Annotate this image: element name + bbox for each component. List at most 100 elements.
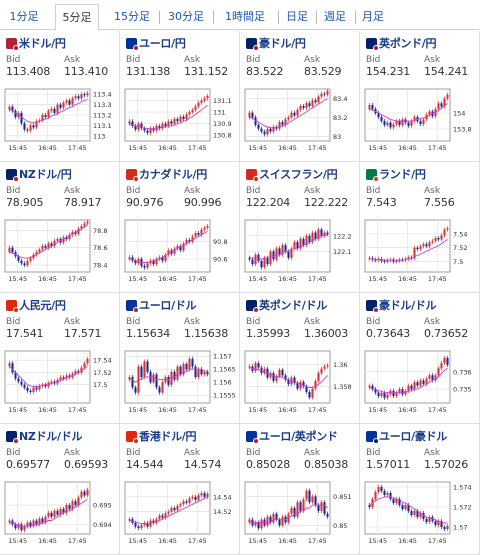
candle-body <box>266 516 269 526</box>
candle-body <box>386 122 389 125</box>
pair-name[interactable]: ユーロ/豪ドル <box>379 430 447 443</box>
pair-name[interactable]: ユーロ/英ポンド <box>259 430 338 443</box>
currency-pair-card[interactable]: 香港ドル/円 Bid Ask 14.544 14.574 14.54 14.52 15:45 1… <box>120 424 240 555</box>
pair-name[interactable]: スイスフラン/円 <box>259 168 338 181</box>
tab-monthly[interactable]: 月足 <box>362 10 384 23</box>
candle-body <box>200 229 203 235</box>
currency-pair-card[interactable]: 人民元/円 Bid Ask 17.541 17.571 17.54 17.52 17.5 15:… <box>0 293 120 424</box>
pair-name[interactable]: 人民元/円 <box>19 299 66 312</box>
currency-pair-card[interactable]: 英ポンド/ドル Bid Ask 1.35993 1.36003 1.36 1.358 15:4… <box>240 293 360 424</box>
currency-pair-card[interactable]: ユーロ/円 Bid Ask 131.138 131.152 131.1 131 130.9 13… <box>120 31 240 162</box>
candle-body <box>56 104 59 113</box>
candle-body <box>296 502 299 517</box>
candle-body <box>296 109 299 116</box>
pair-name[interactable]: 英ポンド/円 <box>379 37 437 50</box>
x-tick-label: 15:45 <box>8 537 27 545</box>
candle-body <box>77 497 80 506</box>
candle-body <box>440 363 443 369</box>
candle-body <box>251 259 254 265</box>
tab-15min[interactable]: 15分足 <box>114 10 150 23</box>
pair-name[interactable]: ユーロ/円 <box>139 37 186 50</box>
candle-body <box>299 238 302 249</box>
y-tick-label: 130.9 <box>213 120 232 128</box>
pair-name[interactable]: NZドル/円 <box>19 168 72 181</box>
pair-title[interactable]: カナダドル/円 <box>126 167 207 182</box>
tab-weekly[interactable]: 週足 <box>324 10 346 23</box>
currency-pair-card[interactable]: ユーロ/英ポンド Bid Ask 0.85028 0.85038 0.851 0.85 15:… <box>240 424 360 555</box>
pair-name[interactable]: カナダドル/円 <box>139 168 207 181</box>
pair-name[interactable]: NZドル/ドル <box>19 430 83 443</box>
pair-title[interactable]: ユーロ/円 <box>126 36 186 51</box>
tab-30min[interactable]: 30分足 <box>168 10 204 23</box>
candle-body <box>425 244 428 247</box>
candle-body <box>80 491 83 498</box>
pair-name[interactable]: 香港ドル/円 <box>139 430 197 443</box>
pair-name[interactable]: 米ドル/円 <box>19 37 66 50</box>
flag-badge-icon <box>253 437 259 444</box>
pair-title[interactable]: ランド/円 <box>366 167 426 182</box>
tab-1min[interactable]: 1分足 <box>9 10 39 23</box>
pair-title[interactable]: 米ドル/円 <box>6 36 66 51</box>
tab-separator <box>278 11 279 24</box>
candle-body <box>155 259 158 265</box>
pair-title[interactable]: ユーロ/豪ドル <box>366 429 447 444</box>
x-tick-label: 15:45 <box>368 406 387 414</box>
pair-title[interactable]: 英ポンド/ドル <box>246 298 327 313</box>
currency-pair-card[interactable]: ユーロ/豪ドル Bid Ask 1.57011 1.57026 1.574 1.572 1.5… <box>360 424 480 555</box>
pair-title[interactable]: NZドル/ドル <box>6 429 83 444</box>
y-tick-label: 1.156 <box>213 379 232 387</box>
moving-average-line <box>249 98 328 129</box>
currency-pair-card[interactable]: ランド/円 Bid Ask 7.543 7.556 7.54 7.52 7.5 15:45 16:… <box>360 162 480 293</box>
candle-body <box>47 512 50 517</box>
pair-title[interactable]: ユーロ/ドル <box>126 298 197 313</box>
pair-title[interactable]: 英ポンド/円 <box>366 36 437 51</box>
price-chart: 154 153.8 15:45 16:45 17:45 <box>364 88 472 152</box>
candle-body <box>296 242 299 249</box>
tab-5min[interactable]: 5分足 <box>55 4 99 31</box>
tab-1hour[interactable]: 1時間足 <box>225 10 265 23</box>
y-tick-label: 90.6 <box>213 256 227 264</box>
pair-title[interactable]: 人民元/円 <box>6 298 66 313</box>
pair-name[interactable]: ランド/円 <box>379 168 426 181</box>
pair-title[interactable]: スイスフラン/円 <box>246 167 338 182</box>
candle-body <box>137 526 140 529</box>
x-tick-label: 15:45 <box>128 275 147 283</box>
x-tick-label: 15:45 <box>128 537 147 545</box>
candle-body <box>272 126 275 132</box>
currency-pair-card[interactable]: NZドル/円 Bid Ask 78.905 78.917 78.8 78.6 78.4 15:4… <box>0 162 120 293</box>
currency-pair-card[interactable]: カナダドル/円 Bid Ask 90.976 90.996 90.8 90.6 15:45 16… <box>120 162 240 293</box>
pair-name[interactable]: 英ポンド/ドル <box>259 299 327 312</box>
candle-body <box>428 242 431 247</box>
pair-title[interactable]: ユーロ/英ポンド <box>246 429 338 444</box>
pair-name[interactable]: ユーロ/ドル <box>139 299 197 312</box>
currency-pair-card[interactable]: 豪ドル/ドル Bid Ask 0.73643 0.73652 0.736 0.735 15:4… <box>360 293 480 424</box>
candle-body <box>131 121 134 126</box>
candle-body <box>47 243 50 248</box>
y-tick-label: 1.57 <box>453 524 467 532</box>
candle-body <box>74 232 77 234</box>
candle-body <box>443 357 446 364</box>
currency-pair-card[interactable]: スイスフラン/円 Bid Ask 122.204 122.222 122.2 122.1 15… <box>240 162 360 293</box>
pair-name[interactable]: 豪ドル/円 <box>259 37 306 50</box>
pair-title[interactable]: 豪ドル/ドル <box>366 298 437 313</box>
candle-body <box>263 131 266 135</box>
timeframe-tab-bar: 1分足 5分足 15分足 30分足 1時間足 日足 週足 月足 <box>0 0 480 31</box>
candle-body <box>170 508 173 512</box>
currency-pair-card[interactable]: 豪ドル/円 Bid Ask 83.522 83.529 83.4 83.2 83 15:45 16… <box>240 31 360 162</box>
x-tick-label: 16:45 <box>158 144 177 152</box>
currency-pair-card[interactable]: 英ポンド/円 Bid Ask 154.231 154.241 154 153.8 15:45 1… <box>360 31 480 162</box>
pair-name[interactable]: 豪ドル/ドル <box>379 299 437 312</box>
flag-badge-icon <box>373 306 379 313</box>
pair-title[interactable]: NZドル/円 <box>6 167 72 182</box>
candle-body <box>407 257 410 259</box>
currency-pair-card[interactable]: NZドル/ドル Bid Ask 0.69577 0.69593 0.695 0.694 15:… <box>0 424 120 555</box>
ask-label: Ask <box>64 317 81 327</box>
pair-title[interactable]: 香港ドル/円 <box>126 429 197 444</box>
currency-pair-card[interactable]: 米ドル/円 Bid Ask 113.408 113.410 113.4 113.3 113.2… <box>0 31 120 162</box>
candle-body <box>443 229 446 236</box>
candle-body <box>431 240 434 243</box>
currency-pair-card[interactable]: ユーロ/ドル Bid Ask 1.15634 1.15638 1.157 1.1565 1.1… <box>120 293 240 424</box>
pair-title[interactable]: 豪ドル/円 <box>246 36 306 51</box>
tab-daily[interactable]: 日足 <box>286 10 308 23</box>
bid-value: 113.408 <box>6 65 51 78</box>
